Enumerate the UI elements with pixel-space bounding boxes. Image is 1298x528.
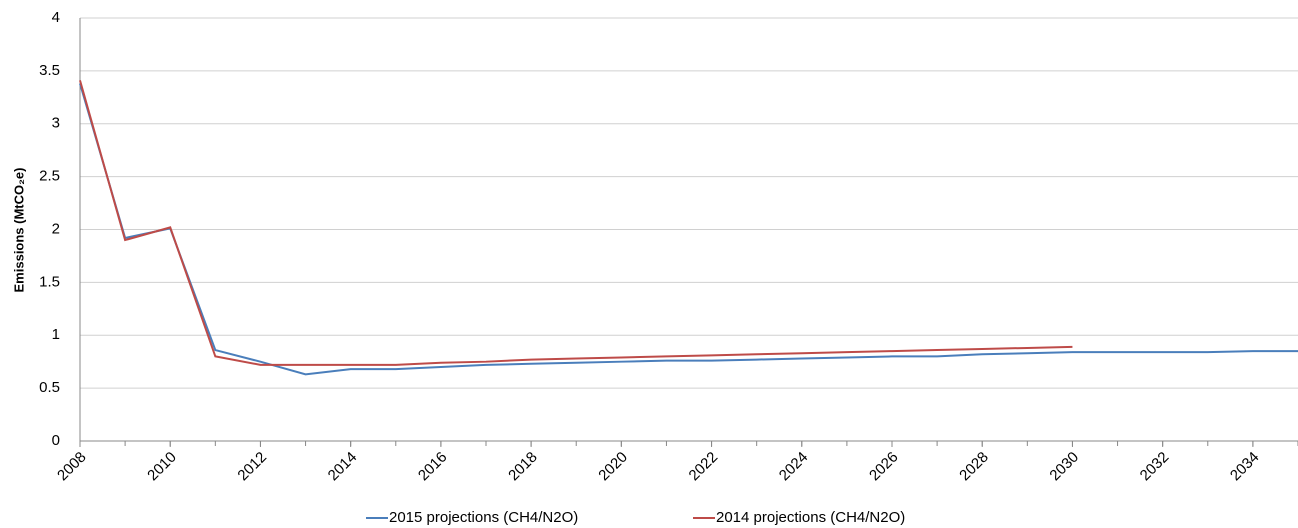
- y-tick-label: 4: [52, 9, 60, 26]
- x-tick-label: 2012: [234, 449, 270, 485]
- x-tick-label: 2028: [956, 449, 992, 485]
- y-axis-label: Emissions (MtCO₂e): [11, 168, 26, 293]
- x-tick-label: 2018: [505, 449, 541, 485]
- y-tick-label: 3.5: [39, 62, 60, 79]
- x-tick-label: 2030: [1046, 449, 1082, 485]
- x-tick-label: 2014: [325, 449, 361, 485]
- x-tick-label: 2008: [54, 449, 90, 485]
- x-tick-label: 2034: [1227, 449, 1263, 485]
- y-tick-label: 0: [52, 432, 60, 449]
- y-tick-label: 3: [52, 115, 60, 132]
- y-tick-label: 2.5: [39, 168, 60, 185]
- y-tick-label: 1: [52, 326, 60, 343]
- x-tick-label: 2032: [1137, 449, 1173, 485]
- line-series: [79, 80, 1073, 366]
- legend-label: 2015 projections (CH4/N2O): [389, 509, 578, 526]
- y-tick-label: 2: [52, 220, 60, 237]
- x-tick-label: 2022: [686, 449, 722, 485]
- x-tick-label: 2010: [144, 449, 180, 485]
- y-tick-label: 0.5: [39, 379, 60, 396]
- legend-label: 2014 projections (CH4/N2O): [716, 509, 905, 526]
- x-tick-label: 2020: [595, 449, 631, 485]
- y-tick-label: 1.5: [39, 273, 60, 290]
- x-tick-label: 2026: [866, 449, 902, 485]
- x-tick-label: 2024: [776, 449, 812, 485]
- x-tick-label: 2016: [415, 449, 451, 485]
- line-series: [79, 83, 1298, 376]
